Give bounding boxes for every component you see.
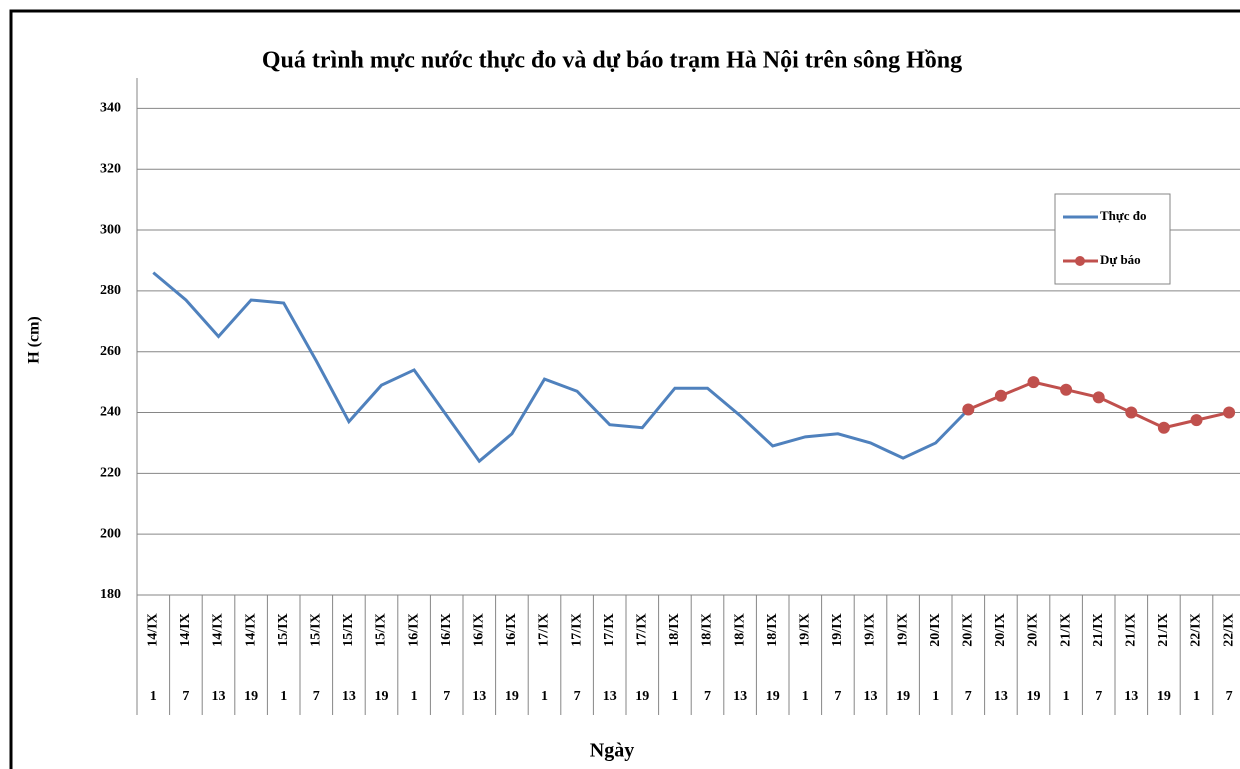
x-tick-label: 16/IX <box>472 613 487 646</box>
x-tick-hour: 7 <box>704 689 711 704</box>
x-tick-label: 20/IX <box>928 613 943 646</box>
legend-box <box>1054 193 1171 285</box>
x-tick-hour: 7 <box>574 689 581 704</box>
x-tick-hour: 7 <box>1095 689 1102 704</box>
x-tick-label: 19/IX <box>798 613 813 646</box>
x-tick-hour: 19 <box>635 689 649 704</box>
y-tick-label: 240 <box>100 405 121 420</box>
x-tick-label: 14/IX <box>211 613 226 646</box>
x-tick-label: 15/IX <box>341 613 356 646</box>
x-tick-hour: 19 <box>1157 689 1171 704</box>
x-tick-hour: 13 <box>342 689 356 704</box>
x-tick-hour: 1 <box>411 689 418 704</box>
x-tick-hour: 13 <box>733 689 747 704</box>
series-marker <box>1223 406 1236 419</box>
series-marker <box>994 389 1007 402</box>
x-tick-label: 21/IX <box>1091 613 1106 646</box>
x-tick-label: 14/IX <box>178 613 193 646</box>
x-tick-hour: 7 <box>1226 689 1233 704</box>
x-tick-label: 22/IX <box>1221 613 1236 646</box>
x-tick-label: 20/IX <box>961 613 976 646</box>
x-tick-label: 21/IX <box>1058 613 1073 646</box>
x-tick-hour: 1 <box>932 689 939 704</box>
x-tick-label: 19/IX <box>830 613 845 646</box>
x-tick-hour: 1 <box>802 689 809 704</box>
x-tick-hour: 1 <box>280 689 287 704</box>
series-marker <box>962 403 975 416</box>
x-tick-hour: 7 <box>965 689 972 704</box>
x-tick-hour: 13 <box>1124 689 1138 704</box>
series-marker <box>1060 383 1073 396</box>
y-tick-label: 180 <box>100 587 121 602</box>
x-tick-label: 15/IX <box>374 613 389 646</box>
x-axis-label: Ngày <box>590 740 634 762</box>
y-axis-label: H (cm) <box>26 316 43 364</box>
series-marker <box>1190 414 1203 427</box>
x-tick-hour: 1 <box>1193 689 1200 704</box>
x-tick-label: 16/IX <box>406 613 421 646</box>
x-tick-label: 17/IX <box>537 613 552 646</box>
series-marker <box>1125 406 1138 419</box>
series-line <box>967 380 1230 430</box>
x-tick-hour: 13 <box>864 689 878 704</box>
x-tick-hour: 19 <box>505 689 519 704</box>
x-tick-label: 22/IX <box>1189 613 1204 646</box>
x-tick-hour: 19 <box>1027 689 1041 704</box>
x-tick-label: 18/IX <box>700 613 715 646</box>
x-tick-label: 16/IX <box>439 613 454 646</box>
x-tick-hour: 1 <box>1063 689 1070 704</box>
x-tick-label: 19/IX <box>863 613 878 646</box>
legend-label: Thực đo <box>1100 208 1146 223</box>
x-tick-hour: 13 <box>212 689 226 704</box>
frame <box>9 9 1240 769</box>
x-tick-label: 17/IX <box>569 613 584 646</box>
y-tick-label: 280 <box>100 283 121 298</box>
x-tick-hour: 7 <box>443 689 450 704</box>
x-tick-hour: 19 <box>766 689 780 704</box>
x-tick-hour: 1 <box>150 689 157 704</box>
series-marker <box>1157 421 1170 434</box>
x-tick-hour: 13 <box>603 689 617 704</box>
x-tick-label: 21/IX <box>1124 613 1139 646</box>
x-tick-hour: 19 <box>244 689 258 704</box>
x-tick-hour: 7 <box>834 689 841 704</box>
x-tick-hour: 7 <box>313 689 320 704</box>
x-tick-hour: 13 <box>472 689 486 704</box>
x-tick-label: 15/IX <box>309 613 324 646</box>
x-tick-label: 16/IX <box>504 613 519 646</box>
x-tick-hour: 7 <box>182 689 189 704</box>
y-tick-label: 200 <box>100 526 121 541</box>
legend-label: Dự báo <box>1100 252 1141 267</box>
x-tick-label: 14/IX <box>146 613 161 646</box>
x-tick-label: 19/IX <box>895 613 910 646</box>
x-tick-label: 20/IX <box>1026 613 1041 646</box>
x-tick-hour: 1 <box>671 689 678 704</box>
x-tick-label: 18/IX <box>732 613 747 646</box>
x-tick-label: 17/IX <box>602 613 617 646</box>
series-marker <box>1027 376 1040 389</box>
x-tick-hour: 13 <box>994 689 1008 704</box>
y-tick-label: 260 <box>100 344 121 359</box>
x-tick-label: 18/IX <box>667 613 682 646</box>
x-tick-hour: 19 <box>375 689 389 704</box>
x-tick-label: 14/IX <box>243 613 258 646</box>
x-tick-hour: 19 <box>896 689 910 704</box>
y-tick-label: 340 <box>100 101 121 116</box>
x-tick-label: 18/IX <box>765 613 780 646</box>
x-tick-label: 15/IX <box>276 613 291 646</box>
series-line <box>152 271 970 464</box>
y-tick-label: 320 <box>100 161 121 176</box>
x-tick-label: 20/IX <box>993 613 1008 646</box>
legend-marker <box>1075 256 1085 266</box>
x-tick-hour: 1 <box>541 689 548 704</box>
y-tick-label: 300 <box>100 222 121 237</box>
series-marker <box>1092 391 1105 404</box>
x-tick-label: 21/IX <box>1156 613 1171 646</box>
x-tick-label: 17/IX <box>635 613 650 646</box>
chart-title: Quá trình mực nước thực đo và dự báo trạ… <box>262 48 962 74</box>
y-tick-label: 220 <box>100 466 121 481</box>
